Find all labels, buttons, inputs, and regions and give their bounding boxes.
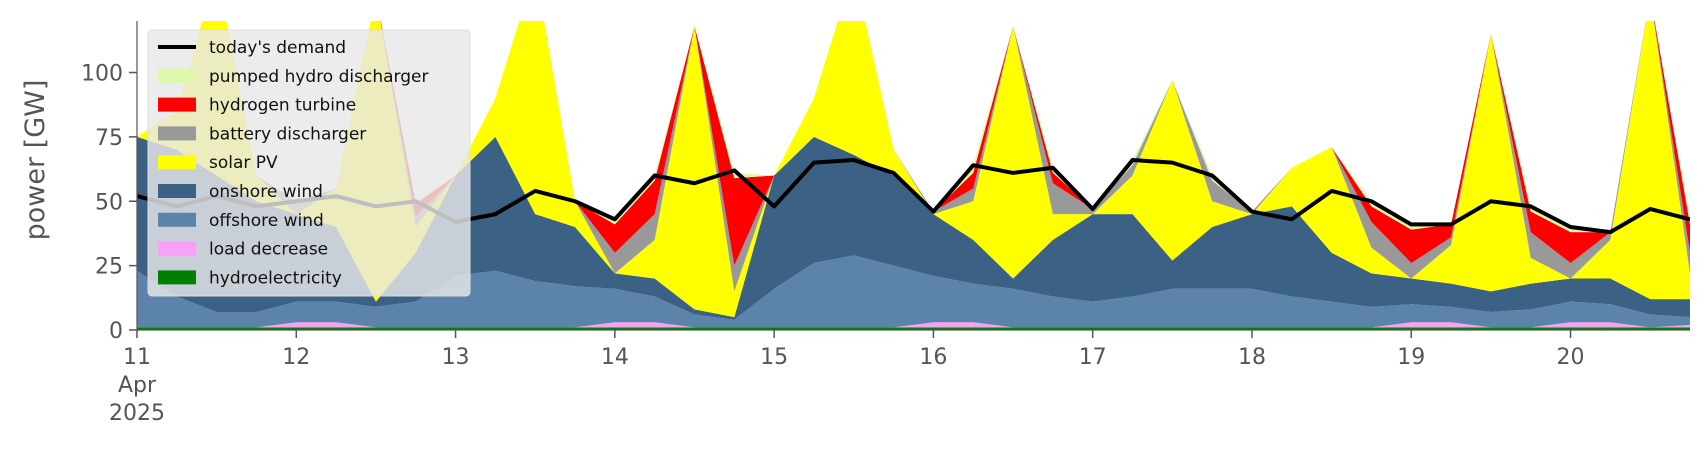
legend-swatch [158,270,196,285]
area [137,327,1690,330]
legend-label: offshore wind [209,211,324,231]
y-axis-label: power [GW] [20,80,51,241]
x-tick-label: 18 [1238,345,1266,370]
area [137,255,1690,328]
legend-swatch [158,184,196,198]
legend-label: battery discharger [209,124,366,144]
legend-swatch [158,126,196,141]
x-tick-label: 15 [760,345,788,370]
legend-label: today's demand [209,38,346,58]
legend-label: pumped hydro discharger [209,67,428,87]
y-tick-label: 25 [95,255,123,280]
x-tick-label: 16 [919,345,947,370]
legend-swatch [158,97,196,112]
legend-label: solar PV [209,153,278,173]
area [137,136,1690,320]
y-tick-label: 50 [95,190,123,215]
legend-label: load decrease [209,240,328,260]
legend-label: hydroelectricity [209,268,342,288]
legend-swatch [158,241,196,256]
x-tick-label: 12 [282,345,310,370]
x-tick-label: 14 [601,345,629,370]
area [137,21,1690,318]
x-tick-label: 20 [1557,345,1585,370]
area [137,322,1690,328]
legend-swatch [158,212,196,227]
legend-box [147,29,471,297]
area [137,21,1690,233]
y-tick-label: 0 [109,319,123,344]
x-tick-label: 13 [442,345,470,370]
legend-label: onshore wind [209,182,323,202]
y-tick-label: 75 [95,126,123,151]
legend-swatch [158,68,196,83]
legend-swatch [158,155,196,170]
x-tick-label: 17 [1079,345,1107,370]
x-tick-label: 19 [1397,345,1425,370]
legend-label: hydrogen turbine [209,96,356,116]
y-tick-label: 100 [81,62,123,87]
x-tick-label: 11 Apr 2025 [109,345,165,426]
